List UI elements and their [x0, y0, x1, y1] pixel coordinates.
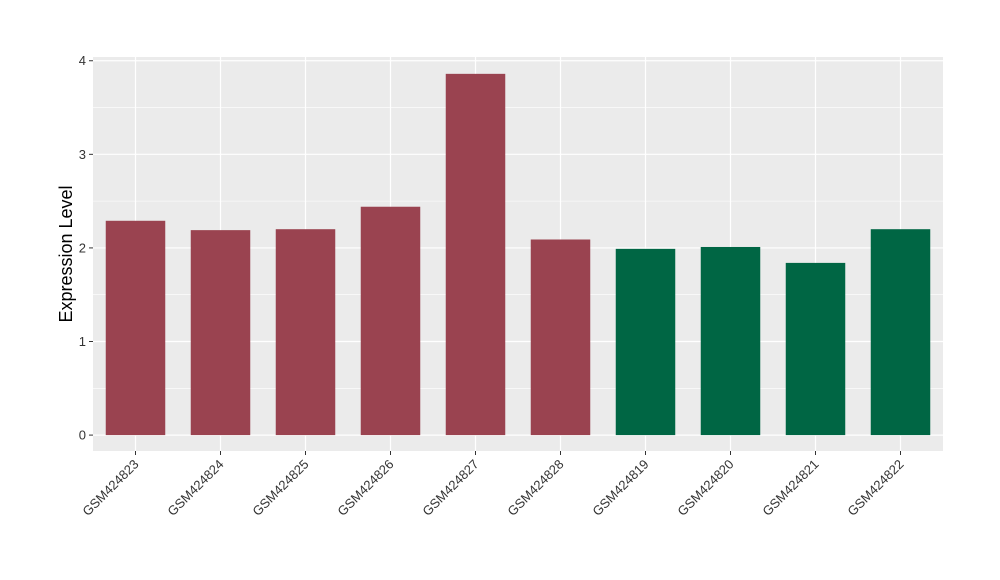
y-axis-title: Expression Level — [56, 185, 76, 322]
x-tick-label: GSM424821 — [759, 457, 821, 519]
x-tick-label: GSM424827 — [419, 457, 481, 519]
y-tick-label: 1 — [79, 334, 86, 349]
x-tick-label: GSM424824 — [164, 457, 226, 519]
y-axis: 0 1 2 3 4 — [79, 53, 93, 443]
x-tick-label: GSM424828 — [504, 457, 566, 519]
bar — [700, 246, 761, 436]
bar — [190, 230, 251, 436]
x-axis: GSM424823 GSM424824 GSM424825 GSM424826 GSM4… — [79, 451, 907, 519]
x-tick-label: GSM424826 — [334, 457, 396, 519]
x-tick-label: GSM424823 — [79, 457, 141, 519]
x-tick-label: GSM424825 — [249, 457, 311, 519]
bars — [105, 73, 931, 436]
bar — [785, 262, 846, 436]
bar — [870, 229, 931, 436]
x-tick-label: GSM424820 — [674, 457, 736, 519]
bar — [445, 73, 506, 436]
bar — [275, 229, 336, 436]
y-tick-label: 4 — [79, 53, 86, 68]
y-tick-label: 3 — [79, 147, 86, 162]
bar — [530, 239, 591, 436]
x-tick-label: GSM424822 — [844, 457, 906, 519]
x-tick-label: GSM424819 — [589, 457, 651, 519]
bar — [105, 220, 166, 436]
y-tick-label: 2 — [79, 240, 86, 255]
bar — [615, 248, 676, 436]
bar — [360, 206, 421, 436]
y-tick-label: 0 — [79, 428, 86, 443]
